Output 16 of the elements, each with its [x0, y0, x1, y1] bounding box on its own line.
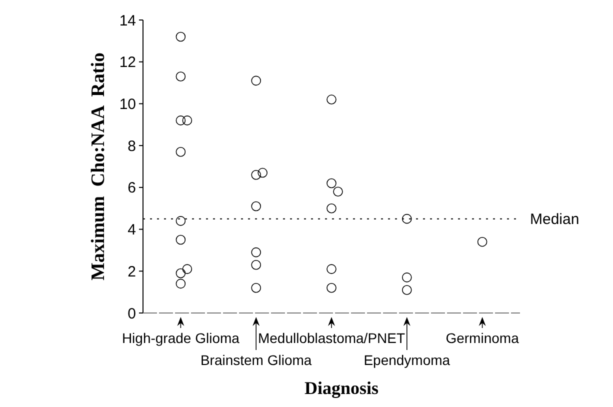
- y-tick-label: 10: [119, 96, 136, 113]
- y-tick-label: 2: [128, 263, 136, 280]
- y-axis-title: Maximum Cho:NAA Ratio: [88, 52, 109, 280]
- y-tick-label: 0: [128, 305, 136, 322]
- x-tick-label: Ependymoma: [364, 352, 450, 368]
- y-tick-label: 4: [128, 222, 136, 239]
- x-tick-label: Medulloblastoma/PNET: [258, 330, 406, 346]
- y-tick-label: 12: [119, 54, 136, 72]
- x-tick-label: High-grade Glioma: [122, 330, 240, 346]
- x-tick-label: Brainstem Glioma: [200, 352, 312, 368]
- x-tick-label: Germinoma: [446, 330, 520, 346]
- ref-line-label: Median: [530, 211, 580, 228]
- y-tick-label: 8: [128, 138, 136, 155]
- y-tick-label: 14: [119, 12, 136, 30]
- x-axis-title: Diagnosis: [304, 378, 379, 398]
- y-tick-label: 6: [128, 180, 136, 197]
